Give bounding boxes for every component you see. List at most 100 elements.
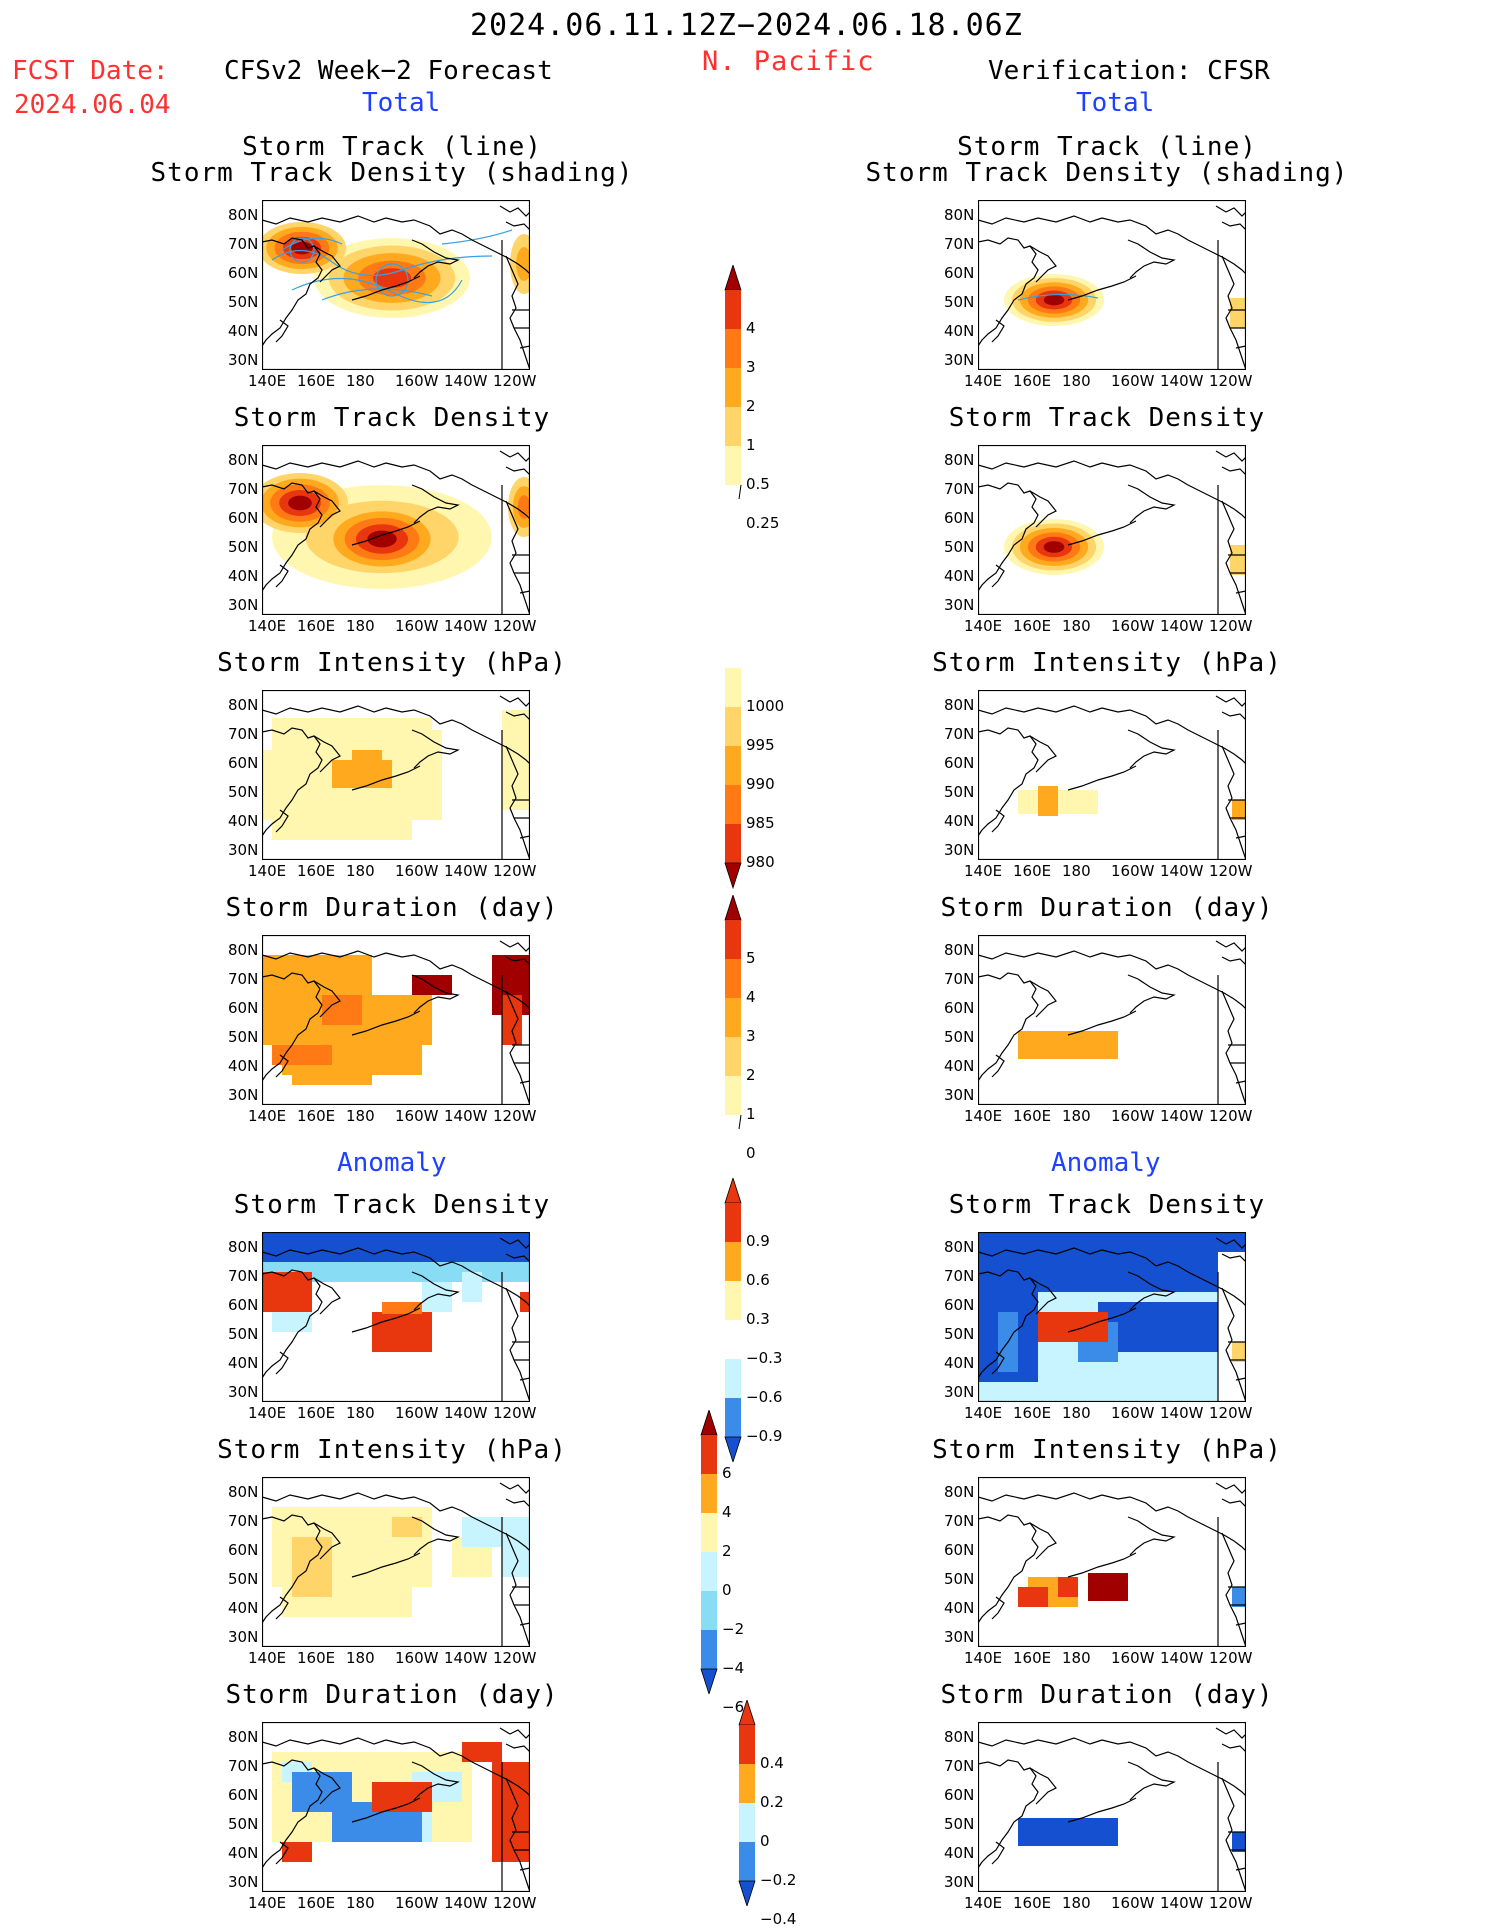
lon-tick-label: 120W [1209, 1107, 1253, 1125]
lon-tick-label: 180 [1062, 617, 1091, 635]
fcst-track-map-svg [262, 200, 530, 370]
lon-tick-label: 120W [1209, 1894, 1253, 1912]
lon-tick-label: 120W [493, 1107, 537, 1125]
fcst-duration-anom-map [262, 1722, 530, 1892]
lat-tick-label: 80N [944, 451, 975, 469]
cbar-density-anom [722, 1176, 782, 1466]
lat-tick-label: 80N [944, 206, 975, 224]
lon-tick-label: 160W [395, 617, 439, 635]
lon-tick-label: 140E [964, 617, 1003, 635]
cfsr-density-anom-map [978, 1232, 1246, 1402]
lat-tick-label: 60N [228, 1786, 259, 1804]
lat-tick-label: 40N [944, 812, 975, 830]
lon-tick-label: 180 [1062, 1107, 1091, 1125]
lon-tick-label: 140E [964, 372, 1003, 390]
lat-tick-label: 50N [944, 1815, 975, 1833]
lat-tick-label: 50N [944, 1325, 975, 1343]
cbar-intensity-anom-label: −2 [722, 1620, 745, 1638]
lon-tick-label: 120W [493, 372, 537, 390]
cbar-intensity-anom-label: 2 [722, 1542, 732, 1560]
cfsr-intensity-map-svg [978, 690, 1246, 860]
cbar-intensity-label: 990 [746, 775, 775, 793]
lat-tick-label: 70N [944, 970, 975, 988]
lat-tick-label: 80N [228, 1728, 259, 1746]
fcst-density-anom-map [262, 1232, 530, 1402]
lon-tick-label: 160E [1013, 1107, 1052, 1125]
cbar-density-label: 0.25 [746, 514, 780, 532]
lon-tick-label: 180 [346, 372, 375, 390]
lon-tick-label: 140E [964, 862, 1003, 880]
lat-tick-label: 30N [944, 841, 975, 859]
lon-tick-label: 160E [297, 862, 336, 880]
lon-tick-label: 160E [1013, 862, 1052, 880]
lon-tick-label: 140E [248, 1404, 287, 1422]
cbar-intensity-label: 980 [746, 853, 775, 871]
lat-tick-label: 50N [944, 1028, 975, 1046]
lat-tick-label: 30N [944, 1383, 975, 1401]
cbar-density-label: 0.5 [746, 475, 770, 493]
lat-tick-label: 70N [228, 480, 259, 498]
lon-tick-label: 120W [1209, 1404, 1253, 1422]
lon-tick-label: 140W [444, 862, 488, 880]
lat-tick-label: 40N [228, 322, 259, 340]
left-anom-duration-title: Storm Duration (day) [225, 1680, 559, 1710]
fcst-intensity-anom-map [262, 1477, 530, 1647]
lon-tick-label: 180 [346, 1649, 375, 1667]
lon-tick-label: 160W [395, 1404, 439, 1422]
left-density-title: Storm Track Density [233, 403, 551, 433]
lat-tick-label: 70N [944, 480, 975, 498]
cbar-density-anom-svg [724, 1176, 742, 1464]
left-track-title-1: Storm Track (line) [242, 132, 542, 162]
lon-tick-label: 140E [964, 1107, 1003, 1125]
fcst-date-label: FCST Date: [12, 56, 169, 86]
lat-tick-label: 30N [944, 596, 975, 614]
lat-tick-label: 60N [228, 999, 259, 1017]
lon-tick-label: 160E [1013, 1649, 1052, 1667]
fcst-density-map-svg [262, 445, 530, 615]
cbar-duration-label: 3 [746, 1027, 756, 1045]
lat-tick-label: 60N [228, 264, 259, 282]
lon-tick-label: 140E [964, 1894, 1003, 1912]
right-anom-duration-title: Storm Duration (day) [940, 1680, 1274, 1710]
left-intensity-title: Storm Intensity (hPa) [217, 648, 567, 678]
cbar-density-anom-label: −0.3 [746, 1349, 783, 1367]
lon-tick-label: 160E [1013, 617, 1052, 635]
fcst-duration-map-svg [262, 935, 530, 1105]
cbar-intensity-anom-label: −6 [722, 1698, 745, 1716]
lon-tick-label: 180 [346, 862, 375, 880]
lat-tick-label: 50N [944, 1570, 975, 1588]
lat-tick-label: 60N [944, 754, 975, 772]
lat-tick-label: 40N [944, 1844, 975, 1862]
lat-tick-label: 80N [944, 1483, 975, 1501]
lon-tick-label: 120W [1209, 1649, 1253, 1667]
lat-tick-label: 70N [228, 970, 259, 988]
lon-tick-label: 160E [297, 617, 336, 635]
cbar-intensity-label: 985 [746, 814, 775, 832]
lat-tick-label: 70N [944, 1757, 975, 1775]
lat-tick-label: 40N [944, 567, 975, 585]
right-title: Verification: CFSR [988, 56, 1270, 86]
lat-tick-label: 80N [228, 941, 259, 959]
lon-tick-label: 180 [1062, 862, 1091, 880]
lat-tick-label: 30N [228, 841, 259, 859]
cbar-density-anom-label: −0.9 [746, 1427, 783, 1445]
lat-tick-label: 40N [944, 1354, 975, 1372]
cbar-intensity-anom-label: 6 [722, 1464, 732, 1482]
lat-tick-label: 30N [944, 351, 975, 369]
lon-tick-label: 140E [248, 372, 287, 390]
cbar-intensity-anom [698, 1408, 758, 1698]
lon-tick-label: 140W [1160, 1894, 1204, 1912]
cbar-duration-anom-label: −0.2 [760, 1871, 797, 1889]
cbar-intensity-label: 995 [746, 736, 775, 754]
cbar-duration-label: 1 [746, 1105, 756, 1123]
lon-tick-label: 160E [297, 372, 336, 390]
lon-tick-label: 180 [1062, 1894, 1091, 1912]
lon-tick-label: 160W [395, 372, 439, 390]
right-duration-title: Storm Duration (day) [940, 893, 1274, 923]
lon-tick-label: 140E [248, 1107, 287, 1125]
right-anom-intensity-title: Storm Intensity (hPa) [932, 1435, 1282, 1465]
lon-tick-label: 160E [1013, 1894, 1052, 1912]
cbar-duration-svg [724, 893, 742, 1130]
lon-tick-label: 160W [1111, 617, 1155, 635]
region-title: N. Pacific [702, 46, 875, 77]
